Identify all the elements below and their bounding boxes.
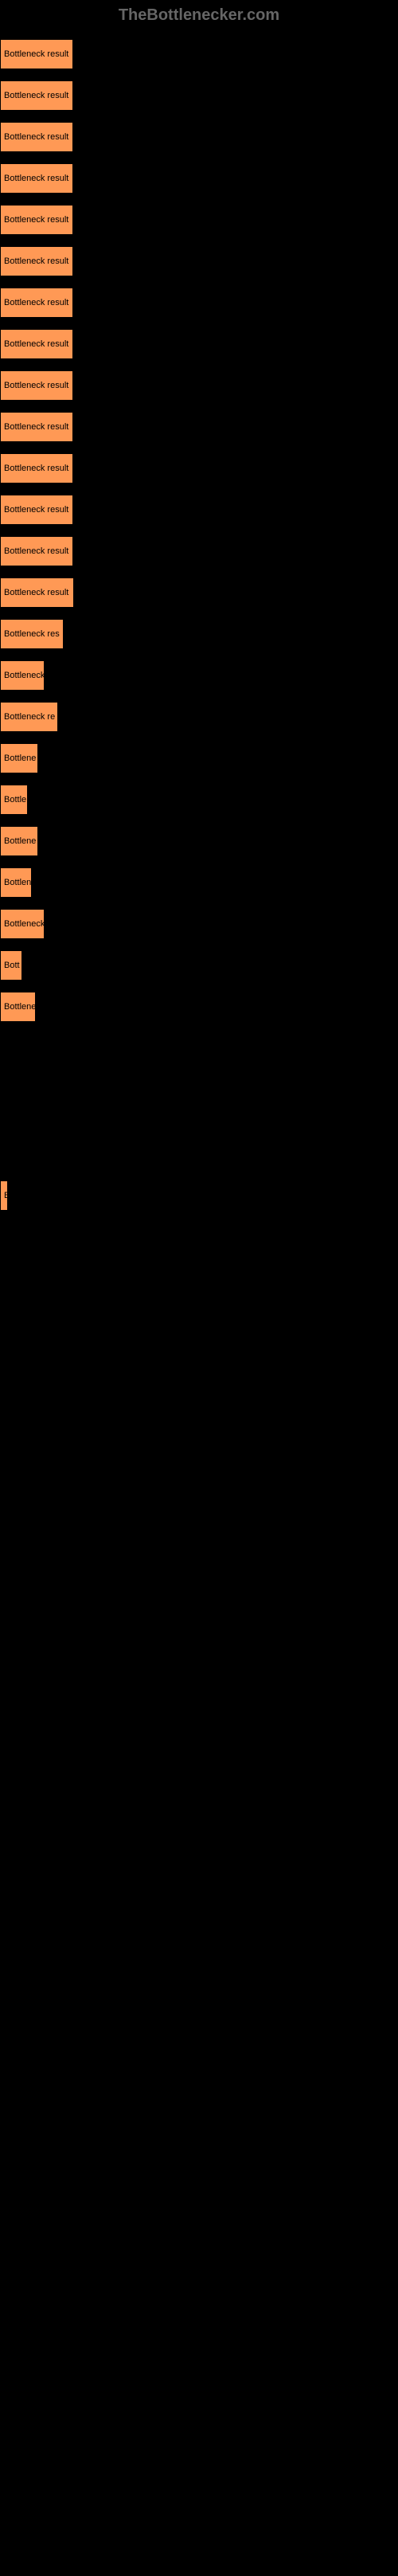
bar-row: Bottleneck result	[0, 495, 398, 525]
bar-label: B	[4, 1191, 8, 1200]
bar-label: Bottleneck result	[4, 256, 68, 266]
bar-row: Bottleneck	[0, 660, 398, 691]
chart-gap	[0, 1033, 398, 1180]
bar-row: Bottle	[0, 785, 398, 815]
chart-bar: Bottleneck result	[0, 453, 73, 483]
bar-label: Bottleneck res	[4, 629, 60, 639]
header-text: TheBottlenecker.com	[119, 6, 279, 24]
bar-row: Bottleneck	[0, 909, 398, 939]
chart-bar: Bottleneck re	[0, 702, 58, 732]
bar-label: Bott	[4, 961, 20, 970]
bar-row: Bottleneck result	[0, 163, 398, 194]
bar-label: Bottleneck result	[4, 298, 68, 307]
chart-bar: Bottlene	[0, 826, 38, 856]
bar-label: Bottleneck result	[4, 174, 68, 183]
bottom-space	[0, 1222, 398, 2576]
chart-bar: Bottleneck result	[0, 288, 73, 318]
bar-label: Bottleneck result	[4, 464, 68, 473]
bar-row: Bottleneck result	[0, 39, 398, 69]
chart-bar: Bott	[0, 950, 22, 981]
chart-bar: Bottlen	[0, 867, 32, 898]
chart-bar: Bottleneck result	[0, 80, 73, 111]
chart-bar: Bottleneck result	[0, 370, 73, 401]
bar-row: Bottleneck result	[0, 577, 398, 608]
chart-bar: Bottlene	[0, 743, 38, 773]
chart-bar: Bottleneck result	[0, 412, 73, 442]
chart-bar: Bottleneck res	[0, 619, 64, 649]
bar-label: Bottleneck result	[4, 215, 68, 225]
chart-bar: Bottleneck result	[0, 577, 74, 608]
bar-label: Bottlene	[4, 1002, 36, 1012]
bar-label: Bottleneck result	[4, 339, 68, 349]
bar-row: Bottleneck result	[0, 80, 398, 111]
site-header: TheBottlenecker.com	[0, 0, 398, 31]
bar-label: Bottleneck result	[4, 49, 68, 59]
bar-label: Bottleneck result	[4, 422, 68, 432]
bar-label: Bottleneck result	[4, 381, 68, 390]
chart-bar: Bottleneck result	[0, 39, 73, 69]
chart-bar: Bottleneck	[0, 660, 45, 691]
bar-row: Bottleneck result	[0, 246, 398, 276]
chart-bar: Bottle	[0, 785, 28, 815]
bar-row: Bottleneck result	[0, 370, 398, 401]
bar-row: Bottleneck result	[0, 288, 398, 318]
chart-bar: Bottleneck result	[0, 329, 73, 359]
bar-row: Bottleneck result	[0, 536, 398, 566]
bar-row: Bottleneck result	[0, 329, 398, 359]
bar-row: Bottlene	[0, 992, 398, 1022]
bar-label: Bottlene	[4, 836, 36, 846]
chart-bar: Bottleneck result	[0, 495, 73, 525]
chart-bar: Bottleneck result	[0, 536, 73, 566]
bar-label: Bottleneck re	[4, 712, 55, 722]
bar-row: Bottleneck result	[0, 122, 398, 152]
chart-bar: Bottleneck result	[0, 122, 73, 152]
bar-row: Bottleneck res	[0, 619, 398, 649]
chart-bar: Bottleneck	[0, 909, 45, 939]
bar-row: Bottleneck result	[0, 453, 398, 483]
bar-label: Bottleneck	[4, 919, 45, 929]
chart-bar: Bottlene	[0, 992, 36, 1022]
bar-label: Bottleneck	[4, 671, 45, 680]
bar-row: Bottlen	[0, 867, 398, 898]
bar-label: Bottlen	[4, 878, 31, 887]
bar-row: Bottleneck result	[0, 412, 398, 442]
bar-label: Bottle	[4, 795, 26, 805]
bar-chart: Bottleneck result Bottleneck result Bottle…	[0, 31, 398, 2576]
chart-bar: Bottleneck result	[0, 246, 73, 276]
bar-row: Bottlene	[0, 826, 398, 856]
bar-label: Bottleneck result	[4, 91, 68, 100]
chart-bar: Bottleneck result	[0, 205, 73, 235]
chart-bar: B	[0, 1180, 8, 1211]
bar-row: B	[0, 1180, 398, 1211]
bar-row: Bottleneck result	[0, 205, 398, 235]
bar-label: Bottleneck result	[4, 588, 68, 597]
bar-row: Bottlene	[0, 743, 398, 773]
bar-label: Bottleneck result	[4, 546, 68, 556]
chart-bar: Bottleneck result	[0, 163, 73, 194]
bar-row: Bott	[0, 950, 398, 981]
bar-label: Bottlene	[4, 754, 36, 763]
bar-row: Bottleneck re	[0, 702, 398, 732]
bar-label: Bottleneck result	[4, 505, 68, 515]
bar-label: Bottleneck result	[4, 132, 68, 142]
